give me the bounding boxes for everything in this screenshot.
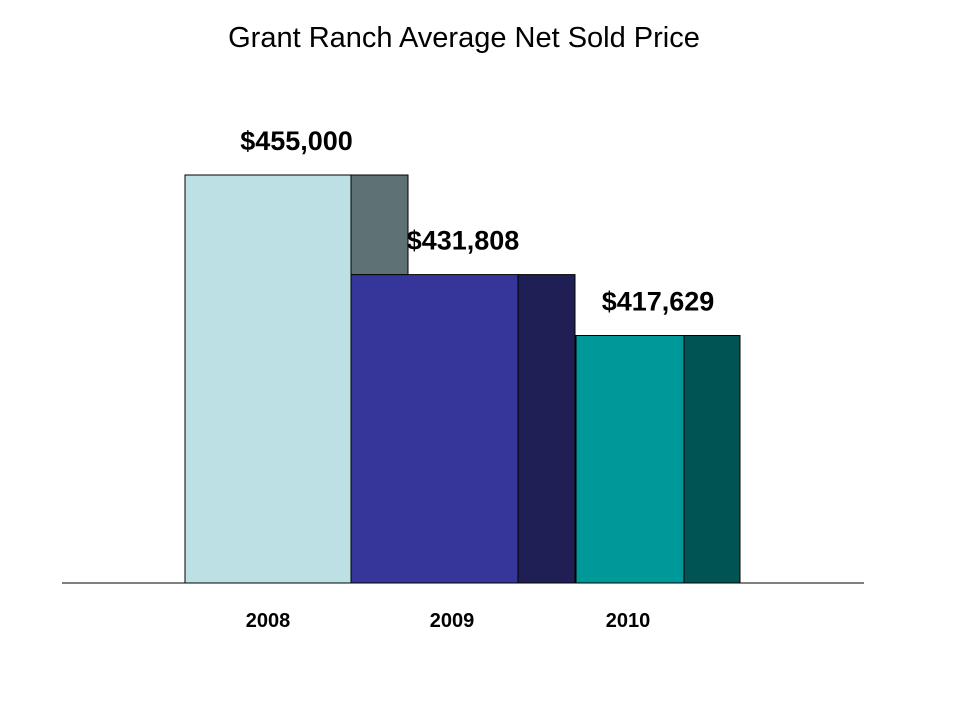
bar-side-2010 — [683, 334, 741, 584]
bar-side-2009 — [517, 274, 576, 584]
value-label-2009: $431,808 — [407, 226, 520, 256]
bar-2008 — [184, 174, 352, 584]
bar-2010 — [575, 334, 685, 584]
x-tick-2009: 2009 — [430, 610, 475, 632]
chart-title: Grant Ranch Average Net Sold Price — [228, 22, 700, 54]
value-label-2010: $417,629 — [602, 286, 715, 316]
value-label-2008: $455,000 — [240, 126, 353, 156]
labels-group: $455,000 2008 $431,808 2009 $417,629 2010 — [240, 126, 714, 632]
bars-group — [184, 174, 741, 584]
x-tick-2010: 2010 — [606, 610, 651, 632]
x-tick-2008: 2008 — [246, 610, 291, 632]
bar-2009 — [350, 274, 519, 584]
